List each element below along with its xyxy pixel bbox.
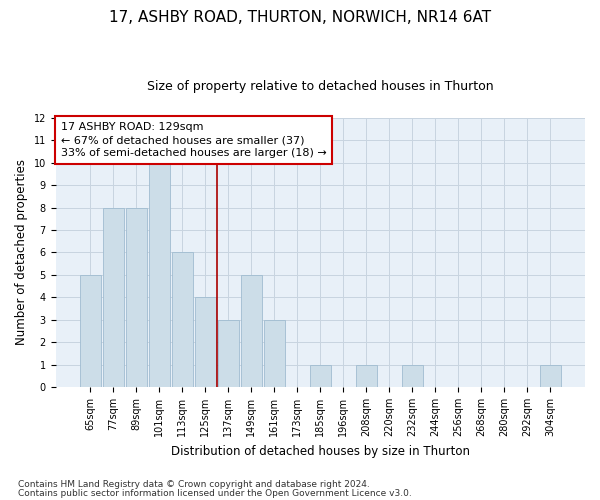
Bar <box>126 208 147 387</box>
Bar <box>80 275 101 387</box>
Text: 17 ASHBY ROAD: 129sqm
← 67% of detached houses are smaller (37)
33% of semi-deta: 17 ASHBY ROAD: 129sqm ← 67% of detached … <box>61 122 326 158</box>
Text: Contains HM Land Registry data © Crown copyright and database right 2024.: Contains HM Land Registry data © Crown c… <box>18 480 370 489</box>
Bar <box>402 364 423 387</box>
Y-axis label: Number of detached properties: Number of detached properties <box>15 160 28 346</box>
Bar <box>264 320 285 387</box>
Bar <box>218 320 239 387</box>
X-axis label: Distribution of detached houses by size in Thurton: Distribution of detached houses by size … <box>171 444 470 458</box>
Bar <box>356 364 377 387</box>
Bar <box>103 208 124 387</box>
Bar <box>540 364 561 387</box>
Text: Contains public sector information licensed under the Open Government Licence v3: Contains public sector information licen… <box>18 488 412 498</box>
Bar <box>195 298 216 387</box>
Bar <box>310 364 331 387</box>
Bar <box>241 275 262 387</box>
Text: 17, ASHBY ROAD, THURTON, NORWICH, NR14 6AT: 17, ASHBY ROAD, THURTON, NORWICH, NR14 6… <box>109 10 491 25</box>
Bar <box>172 252 193 387</box>
Bar <box>149 162 170 387</box>
Title: Size of property relative to detached houses in Thurton: Size of property relative to detached ho… <box>147 80 494 93</box>
